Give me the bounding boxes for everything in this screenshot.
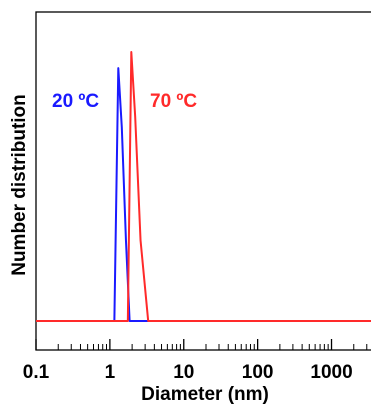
x-tick-label: 1000 <box>310 362 352 383</box>
series-label-2: 70 ºC <box>150 91 197 112</box>
x-axis-title: Diameter (nm) <box>141 384 269 405</box>
plot-frame <box>35 11 371 351</box>
series-line-2 <box>36 51 371 322</box>
x-tick-label: 0.1 <box>23 362 50 383</box>
data-series: 20 ºC 70 ºC <box>36 51 371 322</box>
x-axis-ticks <box>35 339 368 350</box>
x-tick-label: 1 <box>105 362 116 383</box>
y-axis-title: Number distribution <box>9 94 30 276</box>
x-tick-label: 100 <box>242 362 274 383</box>
x-axis-tick-labels: 0.1 1 10 100 1000 <box>23 362 353 383</box>
series-label-1: 20 ºC <box>52 91 99 112</box>
x-tick-label: 10 <box>173 362 194 383</box>
